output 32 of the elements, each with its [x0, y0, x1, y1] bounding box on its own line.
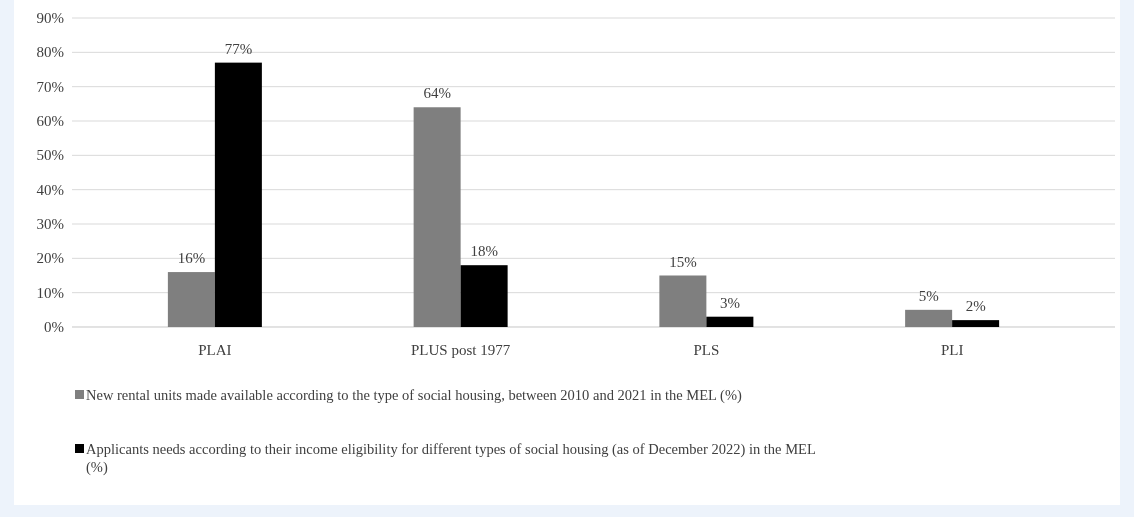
- y-tick-label: 40%: [36, 181, 64, 198]
- y-tick-label: 30%: [36, 216, 64, 232]
- data-label: 77%: [224, 40, 253, 57]
- bar: [659, 275, 707, 327]
- y-tick-label: 80%: [36, 44, 64, 61]
- y-tick-label: 10%: [36, 284, 64, 301]
- legend-label: New rental units made available according to the type of social housing, between 2010 and 2021 in the MEL (%): [86, 387, 742, 404]
- y-tick-label: 0%: [44, 319, 64, 335]
- x-tick-label: PLAI: [198, 342, 232, 358]
- bar: [460, 265, 508, 327]
- x-tick-label: PLI: [940, 342, 964, 358]
- x-tick-label: PLS: [693, 342, 720, 358]
- y-tick-label: 60%: [36, 113, 64, 129]
- bar: [706, 316, 754, 327]
- bar: [905, 309, 953, 327]
- bar: [952, 320, 1000, 327]
- y-tick-label: 70%: [36, 78, 64, 95]
- data-label: 16%: [177, 250, 206, 267]
- y-tick-label: 90%: [36, 10, 64, 26]
- y-tick-label: 50%: [36, 147, 64, 164]
- data-label: 2%: [965, 298, 986, 315]
- y-tick-label: 20%: [36, 250, 64, 267]
- data-label: 64%: [423, 85, 451, 102]
- x-tick-label: PLUS post 1977: [411, 342, 511, 358]
- bar: [167, 272, 215, 327]
- data-label: 3%: [719, 294, 740, 311]
- bar: [413, 107, 461, 327]
- data-label: 18%: [470, 243, 498, 260]
- bar: [214, 62, 262, 327]
- data-label: 15%: [669, 253, 697, 270]
- data-label: 5%: [918, 287, 939, 304]
- legend-label: Applicants needs according to their income eligibility for different types of social housing (as of December 2022) in the MEL (%): [86, 441, 816, 476]
